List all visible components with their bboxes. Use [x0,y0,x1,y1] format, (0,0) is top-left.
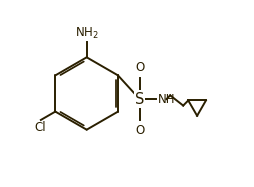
Text: O: O [134,124,144,137]
Text: NH: NH [157,93,175,106]
Text: NH$_2$: NH$_2$ [74,25,98,41]
Text: Cl: Cl [34,121,45,134]
Text: S: S [134,92,144,107]
Text: O: O [134,61,144,74]
